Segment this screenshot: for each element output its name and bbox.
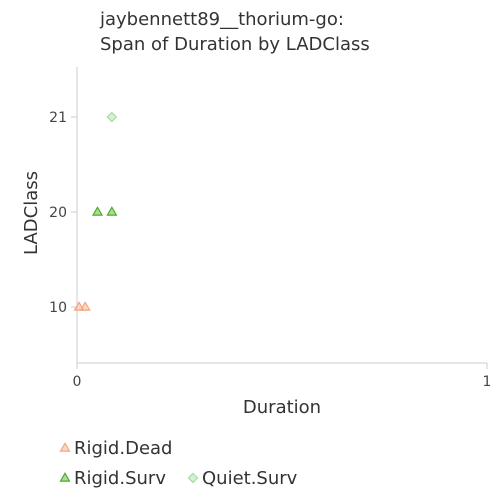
y-ticks: 10 20 21 — [49, 110, 77, 316]
y-axis-title: LADClass — [21, 171, 42, 255]
legend-marker-quiet-surv — [187, 472, 199, 484]
data-points — [73, 111, 118, 311]
x-tick-label: 0 — [73, 374, 82, 390]
chart-title-line-2: Span of Duration by LADClass — [100, 34, 370, 55]
x-axis-title: Duration — [243, 397, 321, 418]
legend: Rigid.Dead Rigid.Surv Quiet.Surv — [59, 438, 298, 489]
data-point-rigid-dead — [79, 301, 91, 311]
legend-label-quiet-surv: Quiet.Surv — [202, 468, 298, 489]
y-tick-label: 10 — [49, 300, 67, 316]
x-tick-label: 1 — [483, 374, 492, 390]
legend-label-rigid-dead: Rigid.Dead — [74, 438, 172, 459]
data-point-rigid-surv — [91, 206, 104, 216]
y-tick-label: 20 — [49, 205, 67, 221]
data-point-quiet-surv — [106, 111, 118, 123]
data-point-rigid-surv — [106, 206, 118, 216]
legend-marker-rigid-dead — [59, 442, 71, 452]
legend-label-rigid-surv: Rigid.Surv — [74, 468, 166, 489]
chart-title-line-1: jaybennett89__thorium-go: — [99, 9, 344, 30]
legend-marker-rigid-surv — [59, 472, 71, 482]
y-tick-label: 21 — [49, 110, 67, 126]
